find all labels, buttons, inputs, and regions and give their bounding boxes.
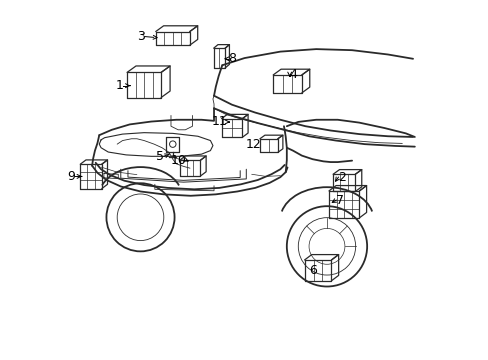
Text: 9: 9 [67, 170, 75, 183]
Text: 12: 12 [245, 138, 261, 151]
Text: 10: 10 [170, 154, 186, 167]
Text: 4: 4 [289, 68, 297, 81]
Text: 3: 3 [137, 30, 144, 43]
Text: 5: 5 [156, 150, 163, 163]
Text: 6: 6 [308, 264, 316, 277]
Text: 8: 8 [228, 52, 236, 65]
Text: 2: 2 [338, 171, 346, 184]
Text: 7: 7 [336, 194, 344, 207]
Text: 11: 11 [211, 116, 227, 129]
Text: 1: 1 [115, 79, 123, 92]
